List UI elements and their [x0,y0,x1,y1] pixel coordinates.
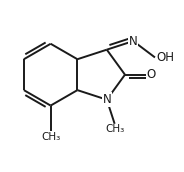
Text: CH₃: CH₃ [105,124,124,135]
Text: O: O [147,68,156,81]
Text: N: N [102,93,111,106]
Text: N: N [129,35,138,48]
Text: OH: OH [156,51,174,64]
Text: CH₃: CH₃ [41,132,60,142]
